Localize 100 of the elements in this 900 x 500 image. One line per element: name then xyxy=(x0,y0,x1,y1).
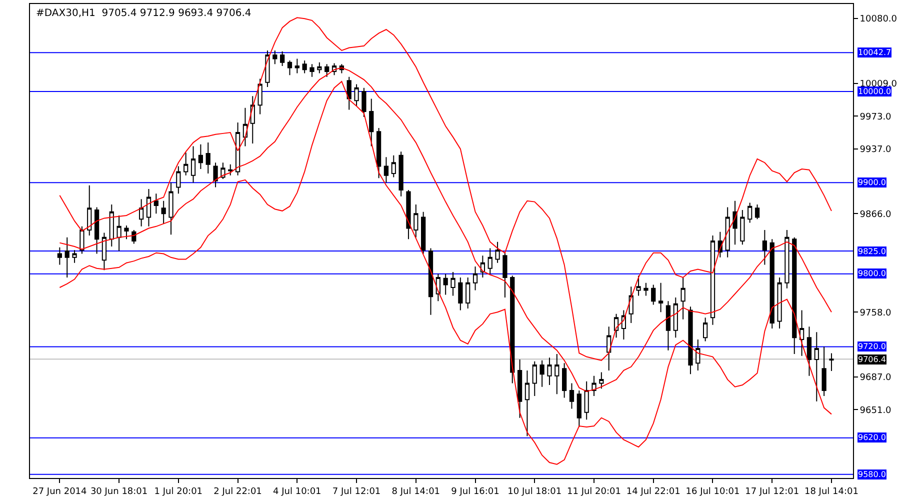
candlestick xyxy=(258,78,262,115)
candlestick xyxy=(754,204,760,220)
x-tick-label: 8 Jul 14:01 xyxy=(392,486,440,497)
candlestick xyxy=(414,204,418,238)
candlestick xyxy=(547,357,552,386)
candlestick xyxy=(599,372,604,390)
y-tick-label: 9651.0 xyxy=(860,406,892,416)
candlestick xyxy=(554,354,560,395)
candlestick xyxy=(146,188,152,227)
ref-line-label: 9580.0 xyxy=(858,470,886,479)
x-tick-label: 18 Jul 14:01 xyxy=(804,486,858,497)
candlestick xyxy=(710,235,716,326)
candlestick xyxy=(398,151,404,197)
x-tick-label: 11 Jul 20:01 xyxy=(567,486,621,497)
candlestick xyxy=(644,282,648,296)
x-tick-label: 27 Jun 2014 xyxy=(32,486,88,497)
candlestick xyxy=(584,380,589,420)
candlestick xyxy=(822,346,826,396)
candlestick xyxy=(154,193,158,214)
chart-title: #DAX30,H1 9705.4 9712.9 9693.4 9706.4 xyxy=(36,8,252,19)
candlestick xyxy=(428,248,434,316)
candlestick xyxy=(651,284,656,306)
candlestick xyxy=(287,60,292,76)
candlestick xyxy=(213,162,218,188)
candlestick xyxy=(376,127,382,179)
candlestick xyxy=(510,275,515,384)
candlestick xyxy=(784,230,790,289)
candlestick xyxy=(124,225,129,240)
candlestick xyxy=(576,390,582,428)
candlestick xyxy=(280,50,285,66)
candlestick xyxy=(762,230,768,266)
candlestick xyxy=(569,382,574,410)
candlestick xyxy=(272,50,278,65)
y-tick-label: 9937.0 xyxy=(860,145,892,156)
candlestick xyxy=(666,300,671,351)
candlestick xyxy=(317,62,322,74)
candlestick xyxy=(540,360,544,388)
candlestick xyxy=(168,182,174,236)
candlestick xyxy=(673,297,678,338)
candlestick xyxy=(265,50,270,88)
candlestick xyxy=(346,76,352,110)
y-tick-label: 10080.0 xyxy=(860,14,898,25)
candlestick xyxy=(450,271,456,296)
candlestick xyxy=(362,87,366,118)
candlestick xyxy=(680,276,686,320)
candlestick xyxy=(524,370,530,437)
candlestick xyxy=(748,202,752,224)
candlestick xyxy=(184,152,188,176)
ref-line-label: 9800.0 xyxy=(858,269,886,278)
candlestick xyxy=(770,238,774,330)
candlestick xyxy=(310,64,314,78)
candlestick xyxy=(517,359,522,418)
candlestick xyxy=(57,246,62,266)
ref-line-label: 9620.0 xyxy=(858,433,886,442)
candlestick xyxy=(688,306,693,375)
candlestick xyxy=(740,210,745,246)
y-tick-label: 9758.0 xyxy=(860,308,892,318)
candlestick xyxy=(354,84,359,107)
candlestick xyxy=(592,375,596,396)
candlestick xyxy=(72,250,77,264)
candlestick xyxy=(235,122,240,176)
candlestick xyxy=(814,332,819,402)
x-tick-label: 14 Jul 22:01 xyxy=(626,486,680,497)
candlestick xyxy=(302,60,307,74)
x-tick-label: 1 Jul 20:01 xyxy=(154,486,203,497)
candlestick xyxy=(562,362,567,398)
candlestick xyxy=(443,273,448,296)
candlestick xyxy=(606,326,612,371)
candlestick xyxy=(102,232,107,271)
candlestick xyxy=(480,255,486,278)
candlestick xyxy=(391,154,396,178)
candlestick xyxy=(495,241,500,264)
candlestick xyxy=(176,166,181,194)
candlestick xyxy=(614,313,619,338)
candlestick xyxy=(829,352,834,372)
ref-line-label: 9825.0 xyxy=(858,247,886,256)
x-tick-label: 4 Jul 10:01 xyxy=(273,486,322,497)
x-tick-label: 16 Jul 10:01 xyxy=(686,486,740,497)
x-tick-label: 17 Jul 12:01 xyxy=(745,486,800,497)
candlestick xyxy=(502,251,508,298)
x-tick-label: 30 Jun 18:01 xyxy=(90,486,148,497)
candlestick xyxy=(64,236,70,278)
ref-line-label: 9720.0 xyxy=(858,342,886,351)
candlestick xyxy=(198,144,203,170)
candlestick xyxy=(80,226,84,254)
y-tick-label: 9866.0 xyxy=(860,210,892,220)
candlestick xyxy=(458,276,463,311)
ref-line-label: 10042.7 xyxy=(858,48,892,57)
candlestick xyxy=(777,276,782,330)
candlestick xyxy=(139,198,144,227)
candlestick xyxy=(703,317,708,342)
candlestick xyxy=(294,58,300,74)
candlestick xyxy=(732,200,738,246)
candlestick xyxy=(206,142,210,174)
candlestick xyxy=(116,214,122,252)
candlestick xyxy=(109,204,114,247)
candlestick xyxy=(87,184,92,236)
line-series xyxy=(59,17,832,361)
candlestick xyxy=(792,236,797,355)
candlestick xyxy=(472,266,478,291)
